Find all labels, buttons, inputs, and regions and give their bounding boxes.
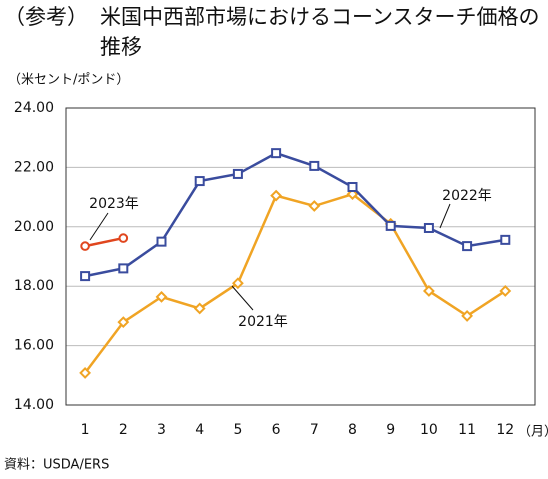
x-tick-label: 9 [386, 422, 395, 438]
x-tick-label: 7 [310, 422, 319, 438]
series-line [84, 192, 506, 374]
series-label: 2023年 [89, 196, 139, 212]
x-tick-label: 4 [195, 422, 204, 438]
x-tick-label: 5 [233, 422, 242, 438]
y-tick-label: 22.00 [14, 159, 54, 175]
source: 資料：USDA/ERS [4, 458, 109, 473]
marker [423, 222, 434, 233]
leader-line [231, 285, 254, 311]
title-block: （参考） 米国中西部市場におけるコーンスターチ価格の推移 [4, 2, 544, 62]
x-tick-label: 3 [157, 422, 166, 438]
x-tick-label: 2 [119, 422, 128, 438]
marker [271, 148, 282, 159]
y-tick-label: 14.00 [14, 397, 54, 413]
x-tick-label: 1 [81, 422, 90, 438]
x-tick-label: 11 [458, 422, 476, 438]
leader-line [439, 203, 451, 229]
y-tick-label: 16.00 [14, 338, 54, 354]
marker [155, 290, 168, 303]
chart-title: 米国中西部市場におけるコーンスターチ価格の推移 [100, 5, 540, 59]
marker [385, 220, 396, 231]
marker [500, 234, 511, 245]
marker [117, 316, 130, 329]
y-axis-label: （米セント/ポンド） [8, 73, 129, 88]
marker [80, 241, 90, 251]
marker [232, 168, 243, 179]
marker [79, 367, 92, 379]
x-tick-label: 8 [348, 422, 357, 438]
marker [308, 200, 321, 212]
marker [461, 309, 474, 322]
marker [462, 241, 473, 252]
leader-line [89, 212, 109, 241]
series-label: 2021年 [238, 314, 288, 330]
plot-frame [65, 107, 536, 406]
series-line [84, 236, 124, 248]
y-tick-label: 24.00 [14, 100, 54, 116]
marker [270, 189, 283, 202]
marker [422, 285, 435, 297]
x-axis-label: （月） [518, 425, 548, 440]
marker [193, 302, 206, 315]
series-line [84, 151, 506, 278]
x-tick-label: 12 [496, 422, 514, 438]
marker [499, 285, 512, 297]
marker [118, 263, 129, 274]
marker [118, 233, 129, 243]
title-prefix: （参考） [4, 5, 88, 29]
marker [309, 160, 320, 171]
y-tick-label: 20.00 [14, 219, 54, 235]
marker [156, 236, 167, 247]
marker [347, 182, 358, 193]
series-label: 2022年 [442, 188, 492, 204]
x-tick-label: 10 [420, 422, 438, 438]
x-tick-label: 6 [272, 422, 281, 438]
marker [231, 277, 244, 290]
marker [80, 271, 91, 282]
y-tick-label: 18.00 [14, 278, 54, 294]
marker [194, 176, 205, 187]
